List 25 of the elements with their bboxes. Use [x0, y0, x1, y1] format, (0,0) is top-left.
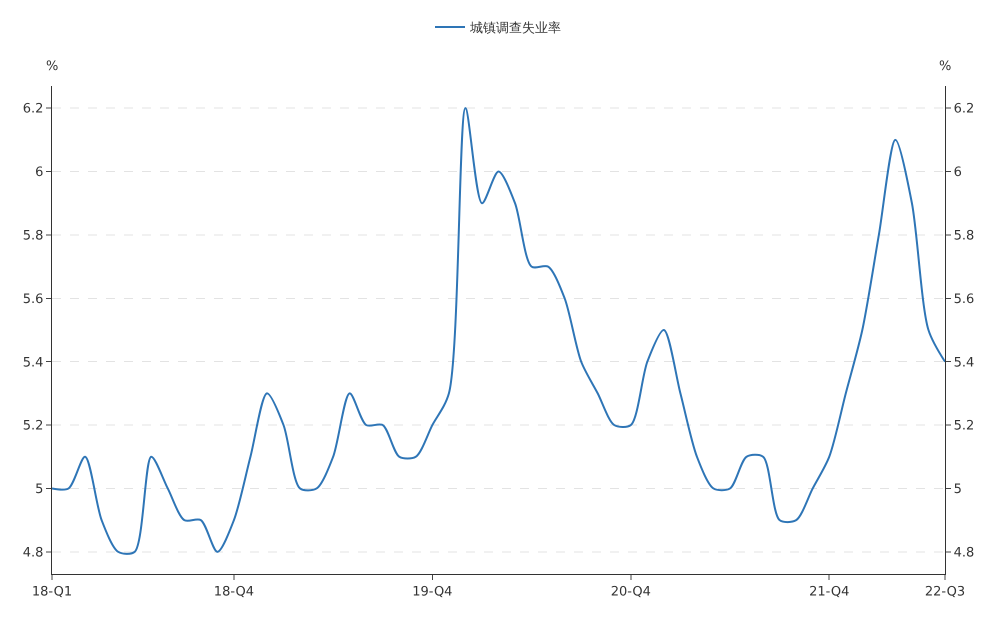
y-tick-label: 5.8	[22, 228, 44, 244]
y-tick-label: 5.2	[22, 418, 44, 434]
x-tick-label: 19-Q4	[412, 584, 452, 600]
x-tick-label: 18-Q1	[32, 584, 72, 600]
y2-tick-label: 5.8	[954, 228, 974, 244]
x-tick-label: 21-Q4	[809, 584, 850, 600]
y-tick-label: 5.4	[22, 355, 44, 370]
legend-label: 城镇调查失业率	[469, 20, 561, 36]
y2-tick-label: 5.4	[954, 355, 974, 370]
y2-tick-label: 5.6	[954, 292, 974, 307]
y-tick-label: 4.8	[22, 545, 44, 560]
y-axis-title: %	[46, 59, 58, 74]
y2-tick-label: 5	[954, 482, 962, 497]
y2-tick-label: 6.2	[954, 102, 974, 117]
x-tick-label: 18-Q4	[214, 584, 254, 600]
y2-tick-label: 4.8	[954, 545, 974, 560]
y-tick-label: 5.6	[22, 292, 44, 307]
y-tick-label: 6	[35, 165, 44, 180]
x-tick-label: 20-Q4	[610, 584, 651, 600]
y2-axis-title: %	[939, 59, 952, 74]
x-tick-label: 22-Q3	[924, 584, 966, 600]
y-tick-label: 5	[35, 482, 44, 497]
y2-tick-label: 5.2	[954, 418, 974, 434]
y-tick-label: 6.2	[22, 102, 44, 117]
y2-tick-label: 6	[954, 165, 962, 180]
